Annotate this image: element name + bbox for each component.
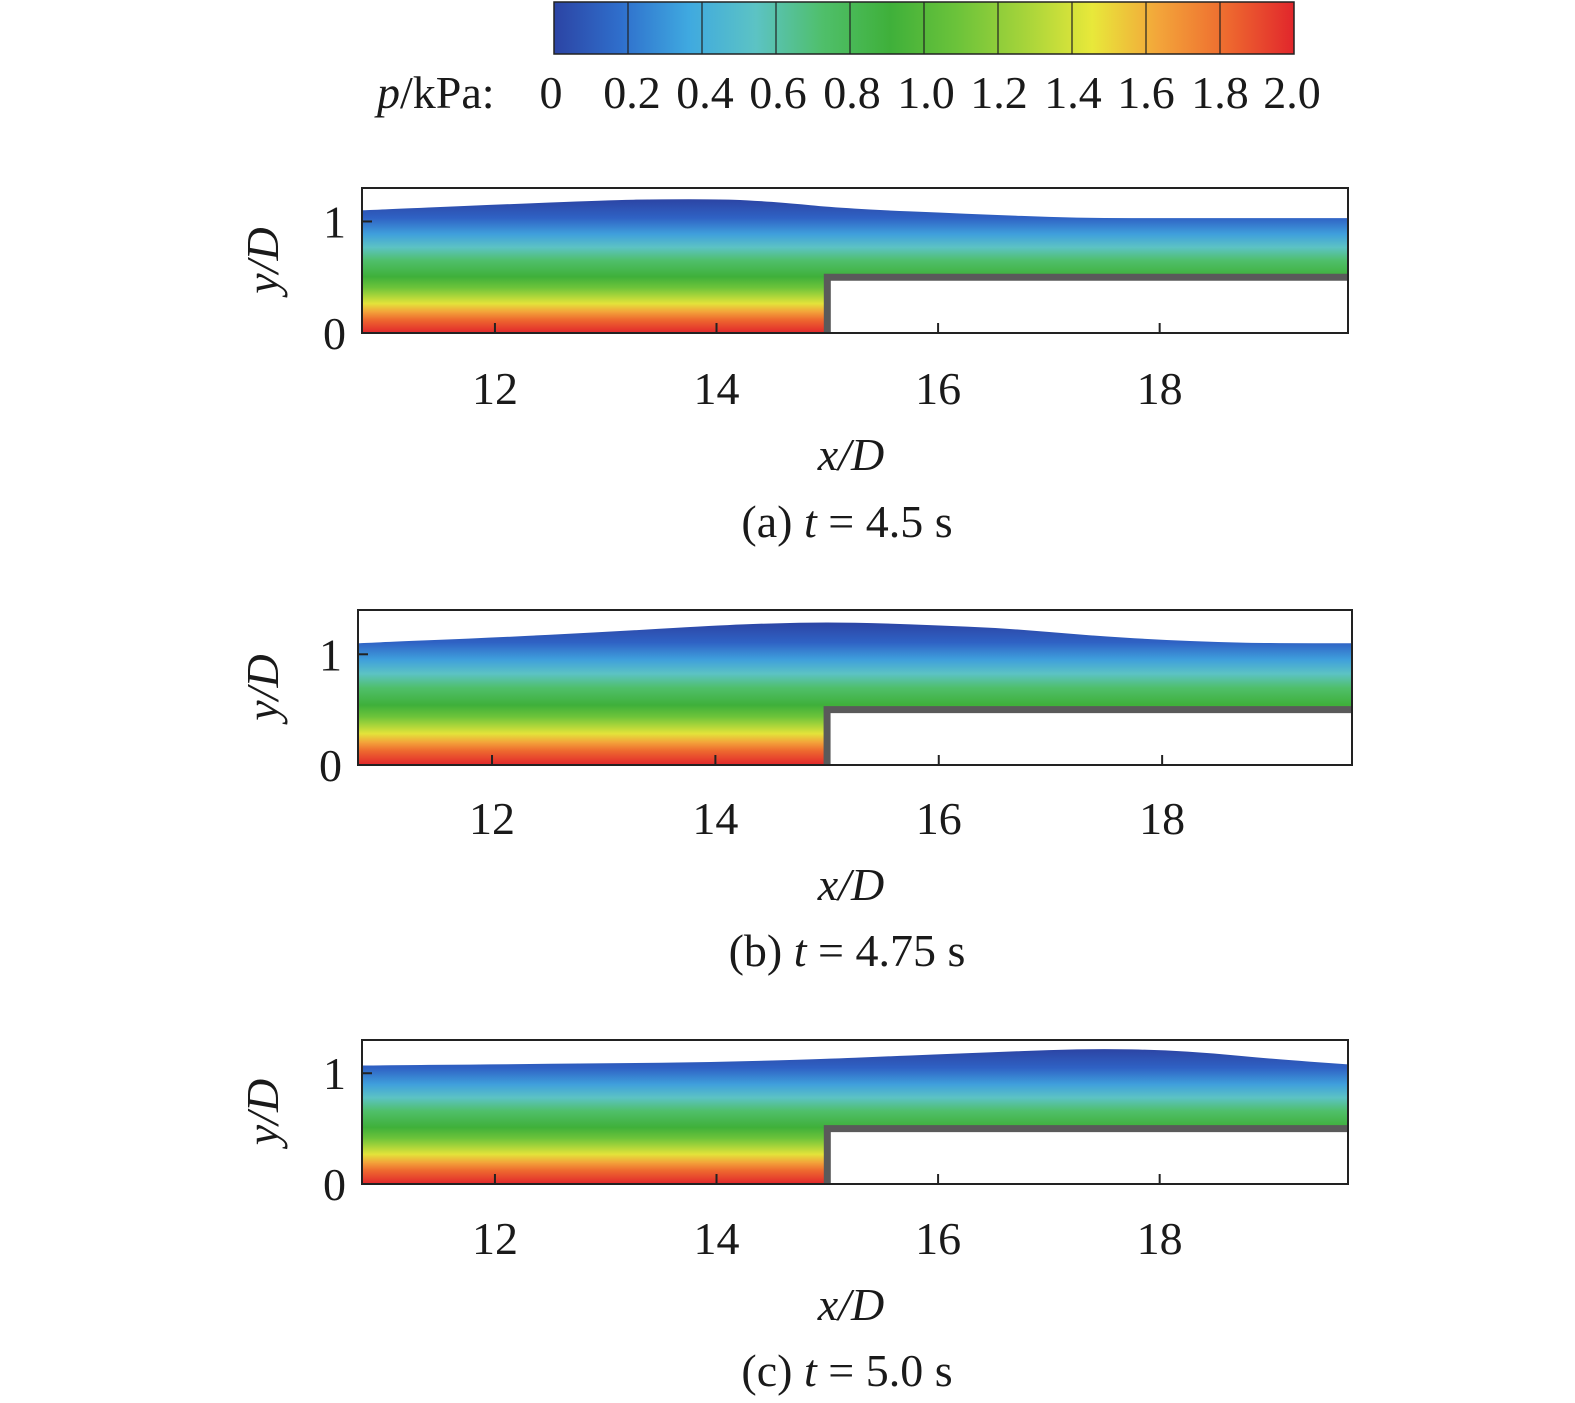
- x-tick-label: 18: [1137, 1213, 1183, 1264]
- panel-c: 12 14 16 18 0 1 x/D y/D (c) t = 5.0 s: [237, 1039, 1349, 1396]
- panel-caption: (a) t = 4.5 s: [741, 496, 952, 547]
- step-wall: [823, 1125, 1348, 1184]
- colorbar-tick-label: 0.4: [676, 67, 734, 118]
- x-tick-label: 16: [915, 1213, 961, 1264]
- step-obstacle: [827, 709, 1352, 765]
- x-tick-label: 16: [915, 363, 961, 414]
- x-tick-label: 12: [472, 363, 518, 414]
- panel-caption-time-symbol: t: [804, 496, 818, 547]
- panel-caption-label: (a): [741, 496, 804, 547]
- colorbar-label: p/kPa:: [374, 67, 495, 118]
- colorbar-dividers: [627, 2, 1221, 54]
- y-axis-label: y/D: [237, 1079, 288, 1149]
- x-axis-label: x/D: [817, 429, 884, 480]
- x-tick-label: 14: [692, 793, 738, 844]
- panel-caption-time-value: = 4.5 s: [817, 496, 953, 547]
- colorbar-tick-label: 0.8: [823, 67, 881, 118]
- panel-caption-time-symbol: t: [804, 1345, 818, 1396]
- plot-frame: [357, 609, 1353, 766]
- colorbar-tick-label: 2.0: [1263, 67, 1321, 118]
- panel-a: 12 14 16 18 0 1 x/D y/D (a) t = 4.5 s: [237, 187, 1349, 547]
- colorbar-label-symbol: p: [374, 67, 400, 118]
- panel-caption-time-value: = 5.0 s: [817, 1345, 953, 1396]
- panel-caption: (b) t = 4.75 s: [729, 925, 966, 976]
- panels: 12 14 16 18 0 1 x/D y/D (a) t = 4.5 s 12 14 16 18 0 1 x…: [237, 187, 1353, 1396]
- y-axis-label: y/D: [237, 654, 288, 724]
- colorbar-tick-label: 1.6: [1117, 67, 1175, 118]
- colorbar-label-unit: /kPa:: [400, 67, 495, 118]
- colorbar-tick-label: 0.6: [749, 67, 807, 118]
- colorbar-tick-labels: 0 0.2 0.4 0.6 0.8 1.0 1.2 1.4 1.6 1.8 2.0: [540, 67, 1321, 118]
- colorbar-tick-label: 1.8: [1191, 67, 1249, 118]
- colorbar: p/kPa: 0 0.2 0.4 0.6 0.8 1.0 1.2 1.4 1.6 1.8 2.0: [374, 1, 1321, 118]
- panel-caption-time-value: = 4.75 s: [807, 925, 966, 976]
- x-tick-label: 14: [694, 363, 740, 414]
- y-axis-label: y/D: [237, 227, 288, 297]
- x-axis-label: x/D: [817, 859, 884, 910]
- x-tick-label: 12: [472, 1213, 518, 1264]
- x-tick-label: 14: [694, 1213, 740, 1264]
- y-tick-label: 1: [323, 1048, 346, 1099]
- step-obstacle: [827, 1128, 1348, 1184]
- step-wall: [823, 273, 1348, 333]
- colorbar-tick-label: 0.2: [603, 67, 661, 118]
- plot-frame: [361, 187, 1349, 334]
- step-obstacle: [827, 277, 1348, 333]
- colorbar-tick-label: 1.0: [897, 67, 955, 118]
- panel-caption: (c) t = 5.0 s: [741, 1345, 952, 1396]
- x-axis-label: x/D: [817, 1279, 884, 1330]
- y-tick-label: 0: [319, 740, 342, 791]
- colorbar-tick-label: 1.4: [1044, 67, 1102, 118]
- panel-b: 12 14 16 18 0 1 x/D y/D (b) t = 4.75 s: [237, 609, 1353, 976]
- colorbar-tick-label: 0: [540, 67, 563, 118]
- step-wall: [823, 706, 1352, 765]
- y-tick-label: 1: [319, 629, 342, 680]
- panel-caption-label: (c): [741, 1345, 804, 1396]
- y-tick-label: 0: [323, 1159, 346, 1210]
- panel-caption-label: (b): [729, 925, 794, 976]
- colorbar-tick-label: 1.2: [970, 67, 1028, 118]
- x-tick-label: 12: [469, 793, 515, 844]
- x-tick-label: 18: [1139, 793, 1185, 844]
- y-tick-label: 0: [323, 308, 346, 359]
- panel-caption-time-symbol: t: [794, 925, 808, 976]
- plot-frame: [361, 1039, 1349, 1185]
- x-tick-label: 18: [1137, 363, 1183, 414]
- y-tick-label: 1: [323, 196, 346, 247]
- x-tick-label: 16: [916, 793, 962, 844]
